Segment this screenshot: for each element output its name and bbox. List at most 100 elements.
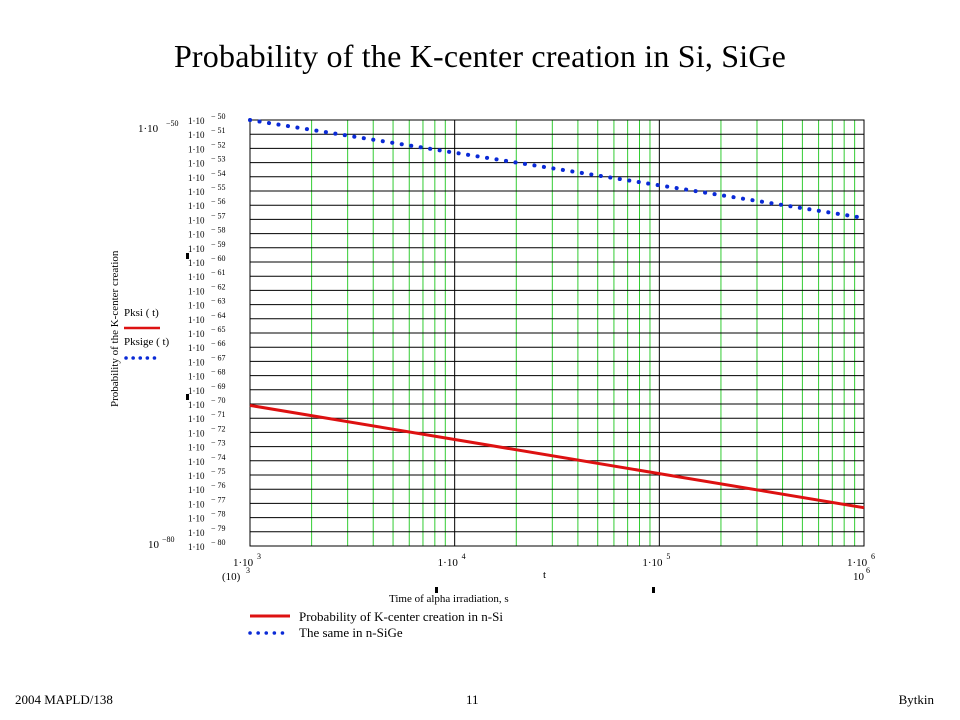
y-tick-label: 1·10 (188, 528, 205, 538)
plot-frame (249, 119, 865, 547)
y-tick-label: 1·10 (188, 215, 205, 225)
y-tick-label: 1·10 (188, 357, 205, 367)
marker (186, 394, 189, 400)
y-tick-label: 1·10 (188, 144, 205, 154)
y-tick-exponent: − 53 (211, 155, 226, 164)
y-tick-label: 1·10 (188, 116, 205, 126)
y-tick-exponent: − 66 (211, 339, 226, 348)
x-axis-title: Time of alpha irradiation, s (389, 593, 509, 605)
y-tick-label: 1·10 (188, 159, 205, 169)
y-tick-exponent: − 59 (211, 240, 226, 249)
y-tick-exponent: − 69 (211, 382, 226, 391)
x-tick-exponent: 5 (666, 552, 670, 561)
y-tick-label: 1·10 (188, 499, 205, 509)
legend-sige-label: The same in n-SiGe (299, 625, 403, 640)
y-tick-exponent: − 68 (211, 368, 226, 377)
x-range-left-base: (10) (222, 571, 241, 583)
y-tick-exponent: − 70 (211, 396, 226, 405)
y-tick-label: 1·10 (188, 414, 205, 424)
y-tick-exponent: − 62 (211, 282, 226, 291)
y-tick-label: 1·10 (188, 329, 205, 339)
y-tick-exponent: − 51 (211, 126, 226, 135)
y-range-bottom-base: 10 (148, 539, 160, 551)
y-tick-exponent: − 61 (211, 268, 226, 277)
y-tick-exponent: − 78 (211, 510, 226, 519)
y-tick-exponent: − 50 (211, 112, 226, 121)
y-tick-exponent: − 73 (211, 439, 226, 448)
y-tick-exponent: − 54 (211, 169, 226, 178)
marker (652, 587, 655, 593)
y-tick-label: 1·10 (188, 400, 205, 410)
y-tick-label: 1·10 (188, 230, 205, 240)
y-tick-label: 1·10 (188, 457, 205, 467)
x-tick-exponent: 6 (871, 552, 875, 561)
y-tick-exponent: − 58 (211, 226, 226, 235)
inline-legend-pksige: Pksige ( t) (124, 336, 170, 348)
x-tick-label: 1·10 (438, 557, 459, 569)
y-tick-label: 1·10 (188, 244, 205, 254)
y-tick-label: 1·10 (188, 315, 205, 325)
y-tick-exponent: − 67 (211, 353, 226, 362)
legend-si-label: Probability of K-center creation in n-Si (299, 609, 503, 624)
y-tick-label: 1·10 (188, 258, 205, 268)
y-tick-exponent: − 52 (211, 140, 226, 149)
x-tick-label: 1·10 (233, 557, 254, 569)
y-tick-label: 1·10 (188, 286, 205, 296)
x-tick-exponent: 4 (462, 552, 466, 561)
y-tick-label: 1·10 (188, 173, 205, 183)
y-tick-exponent: − 72 (211, 424, 226, 433)
x-range-right-exp: 6 (866, 566, 870, 575)
y-tick-label: 1·10 (188, 428, 205, 438)
y-tick-label: 1·10 (188, 514, 205, 524)
footer-author: Bytkin (898, 692, 934, 707)
y-tick-label: 1·10 (188, 130, 205, 140)
y-tick-exponent: − 65 (211, 325, 226, 334)
y-tick-label: 1·10 (188, 443, 205, 453)
y-tick-label: 1·10 (188, 187, 205, 197)
x-variable-label: t (543, 569, 546, 581)
footer-page-number: 11 (466, 692, 479, 707)
y-range-top-base: 1·10 (138, 123, 159, 135)
y-tick-exponent: − 80 (211, 538, 226, 547)
y-tick-exponent: − 57 (211, 211, 226, 220)
y-tick-exponent: − 63 (211, 297, 226, 306)
y-tick-exponent: − 56 (211, 197, 226, 206)
x-range-left-exp: 3 (246, 566, 250, 575)
x-tick-label: 1·10 (642, 557, 663, 569)
y-tick-exponent: − 77 (211, 495, 226, 504)
y-tick-label: 1·10 (188, 201, 205, 211)
footer-event: 2004 MAPLD/138 (15, 692, 113, 707)
y-range-bottom-exp: −80 (162, 535, 175, 544)
series-sige-line (248, 118, 866, 220)
x-range-right-base: 10 (853, 571, 865, 583)
y-tick-label: 1·10 (188, 471, 205, 481)
y-range-top-exp: −50 (166, 119, 179, 128)
y-tick-exponent: − 55 (211, 183, 226, 192)
y-tick-exponent: − 60 (211, 254, 226, 263)
y-tick-label: 1·10 (188, 272, 205, 282)
y-tick-label: 1·10 (188, 343, 205, 353)
y-axis-title: Probability of the K-center creation (109, 250, 121, 407)
y-tick-exponent: − 64 (211, 311, 226, 320)
y-tick-exponent: − 75 (211, 467, 226, 476)
series-layer (248, 118, 866, 510)
slide-title: Probability of the K-center creation in … (173, 38, 787, 74)
grid (250, 119, 864, 547)
y-tick-exponent: − 76 (211, 481, 226, 490)
marker (435, 587, 438, 593)
x-tick-label: 1·10 (847, 557, 868, 569)
y-tick-label: 1·10 (188, 301, 205, 311)
y-tick-exponent: − 71 (211, 410, 226, 419)
inline-legend-pksi: Pksi ( t) (124, 307, 159, 319)
y-tick-label: 1·10 (188, 386, 205, 396)
y-tick-label: 1·10 (188, 485, 205, 495)
y-tick-exponent: − 79 (211, 524, 226, 533)
marker (186, 253, 189, 259)
y-tick-label: 1·10 (188, 372, 205, 382)
series-si-line (249, 403, 865, 510)
y-tick-exponent: − 74 (211, 453, 226, 462)
y-tick-labels: 1·10 − 50 1·10 − 51 1·10 − 52 1·10 − 53 1·10 − 54… (188, 112, 226, 552)
y-tick-label: 1·10 (188, 542, 205, 552)
